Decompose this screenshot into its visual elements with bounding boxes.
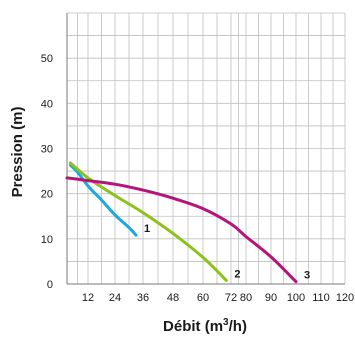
- y-tick-label: 20: [41, 189, 53, 201]
- series-label-1: 1: [144, 223, 150, 235]
- x-tick-label: 100: [287, 292, 305, 304]
- x-tick-label: 24: [109, 292, 121, 304]
- x-tick-label: 36: [137, 292, 149, 304]
- y-tick-label: 30: [41, 144, 53, 156]
- y-tick-label: 10: [41, 234, 53, 246]
- y-tick-label: 50: [41, 53, 53, 65]
- x-tick-label: 120: [336, 292, 354, 304]
- grid: [66, 12, 346, 285]
- x-tick-label: 12: [82, 292, 94, 304]
- y-axis-title: Pression (m): [9, 107, 26, 198]
- x-tick-label: 110: [312, 292, 330, 304]
- series-line-3: [65, 176, 298, 284]
- series-curves: [65, 161, 298, 284]
- x-tick-label: 72: [225, 292, 237, 304]
- y-tick-label: 40: [41, 98, 53, 110]
- series-label-2: 2: [234, 268, 240, 280]
- x-tick-label: 90: [265, 292, 277, 304]
- series-labels: 1 2 3: [144, 223, 310, 282]
- x-tick-label: 60: [197, 292, 209, 304]
- series-line-2: [69, 161, 228, 282]
- y-axis-tick-labels: 0 10 20 30 40 50: [41, 53, 53, 291]
- series-line-1: [69, 163, 138, 237]
- y-tick-label: 0: [47, 279, 53, 291]
- x-axis-title: Débit (m3/h): [163, 317, 247, 335]
- x-tick-label: 80: [240, 292, 252, 304]
- series-label-3: 3: [304, 270, 310, 282]
- x-tick-label: 48: [167, 292, 179, 304]
- x-axis-tick-labels: 12 24 36 48 60 72 80 90 100 110 120: [82, 292, 354, 304]
